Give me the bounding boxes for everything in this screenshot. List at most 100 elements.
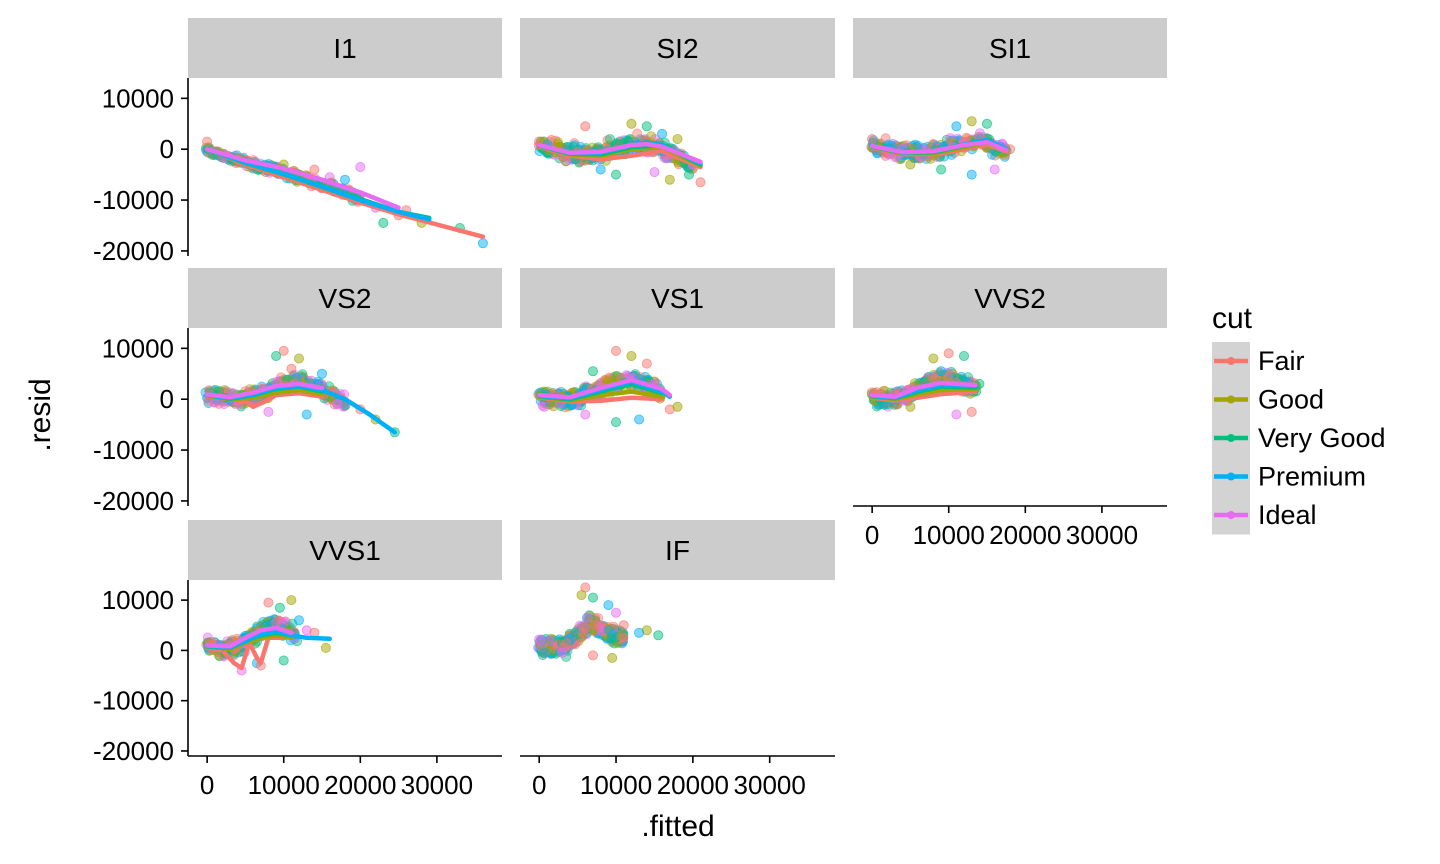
- data-point: [959, 350, 970, 361]
- data-point: [577, 627, 588, 638]
- y-tick-label: 0: [160, 134, 174, 164]
- legend-key-point: [1227, 395, 1235, 404]
- facet-strip-label: SI2: [656, 33, 698, 64]
- facet-strip: [520, 268, 835, 328]
- legend-label: Fair: [1258, 346, 1305, 376]
- x-tick-label: 0: [865, 520, 879, 550]
- legend: cut Fair Good Very Good Premium Ideal: [1212, 302, 1386, 535]
- facet-strip-label: VS2: [319, 283, 372, 314]
- data-point: [641, 121, 652, 132]
- data-point: [535, 634, 546, 645]
- facet-strip-label: VVS1: [309, 535, 381, 566]
- y-axis: -20000 -10000 0 10000: [93, 580, 189, 766]
- x-tick-label: 0: [532, 770, 546, 800]
- data-point: [905, 159, 916, 170]
- data-point: [664, 174, 675, 185]
- facet-panel-si1: SI1: [853, 18, 1167, 180]
- facet-panel-vvs2: VVS2: [853, 268, 1167, 420]
- data-point: [605, 134, 616, 145]
- plot-area: [201, 595, 332, 676]
- data-point: [695, 177, 706, 188]
- legend-key-point: [1227, 511, 1235, 519]
- data-point: [263, 597, 274, 608]
- plot-area: [866, 348, 985, 420]
- x-axis: 0 10000 20000 30000: [853, 505, 1167, 550]
- plot-area: [866, 116, 1016, 180]
- data-point: [202, 136, 213, 147]
- data-point: [588, 625, 599, 636]
- x-tick-label: 0: [200, 770, 214, 800]
- data-point: [618, 632, 629, 643]
- data-point: [626, 350, 637, 361]
- y-tick-label: -10000: [93, 185, 174, 215]
- data-point: [632, 128, 643, 139]
- data-point: [278, 345, 289, 356]
- data-point: [989, 164, 1000, 175]
- data-point: [595, 164, 606, 175]
- legend-title: cut: [1212, 302, 1253, 335]
- facet-strip-label: I1: [333, 33, 356, 64]
- y-tick-label: -10000: [93, 686, 174, 716]
- data-point: [649, 167, 660, 178]
- legend-label: Ideal: [1258, 500, 1317, 530]
- data-point: [320, 642, 331, 653]
- data-point: [626, 118, 637, 129]
- data-point: [271, 350, 282, 361]
- data-point: [286, 363, 297, 374]
- data-point: [653, 630, 664, 641]
- facet-panel-vvs1: VVS1: [188, 520, 502, 676]
- data-point: [867, 133, 878, 144]
- data-point: [966, 169, 977, 180]
- data-point: [263, 406, 274, 417]
- data-point: [672, 401, 683, 412]
- facet-strip-label: VVS2: [974, 283, 1046, 314]
- axes: -20000 -10000 0 10000 -20000 -10000 0 10000 0 100…: [93, 78, 1167, 800]
- facet-strip: [188, 18, 502, 78]
- facet-strip-label: VS1: [651, 283, 704, 314]
- facet-strip-label: IF: [665, 535, 690, 566]
- data-point: [588, 592, 599, 603]
- legend-key-point: [1227, 357, 1235, 365]
- data-point: [672, 133, 683, 144]
- data-point: [928, 353, 939, 364]
- data-point: [880, 133, 891, 144]
- facet-panel-if: IF: [520, 520, 835, 663]
- y-axis-title: .resid: [24, 378, 57, 451]
- data-point: [309, 164, 320, 175]
- data-point: [936, 366, 947, 377]
- smooth-line-ideal: [536, 141, 703, 165]
- data-point: [588, 366, 599, 377]
- legend-label: Good: [1258, 385, 1324, 415]
- y-tick-label: 10000: [102, 585, 174, 615]
- y-tick-label: -10000: [93, 435, 174, 465]
- x-tick-label: 20000: [657, 770, 729, 800]
- smooth-line-ideal: [204, 625, 294, 649]
- smooth-line-ideal: [869, 380, 978, 399]
- x-tick-label: 10000: [248, 770, 320, 800]
- x-tick-label: 30000: [401, 770, 473, 800]
- data-point: [596, 626, 607, 637]
- plot-area: [200, 136, 488, 249]
- data-point: [293, 615, 304, 626]
- smooth-line-ideal: [204, 381, 325, 400]
- data-point: [553, 137, 564, 148]
- data-point: [293, 353, 304, 364]
- data-point: [905, 401, 916, 412]
- plot-area: [533, 118, 706, 188]
- y-tick-label: 0: [160, 635, 174, 665]
- legend-item-very-good: Very Good: [1212, 419, 1386, 458]
- data-point: [580, 121, 591, 132]
- facet-strip: [520, 520, 835, 580]
- x-tick-label: 20000: [324, 770, 396, 800]
- data-point: [634, 627, 645, 638]
- x-tick-label: 30000: [734, 770, 806, 800]
- data-point: [580, 409, 591, 420]
- y-tick-label: 10000: [102, 333, 174, 363]
- legend-key-point: [1227, 472, 1235, 481]
- legend-item-ideal: Ideal: [1212, 496, 1317, 535]
- data-point: [987, 149, 998, 160]
- data-point: [684, 169, 695, 180]
- data-point: [339, 174, 350, 185]
- data-point: [286, 595, 297, 606]
